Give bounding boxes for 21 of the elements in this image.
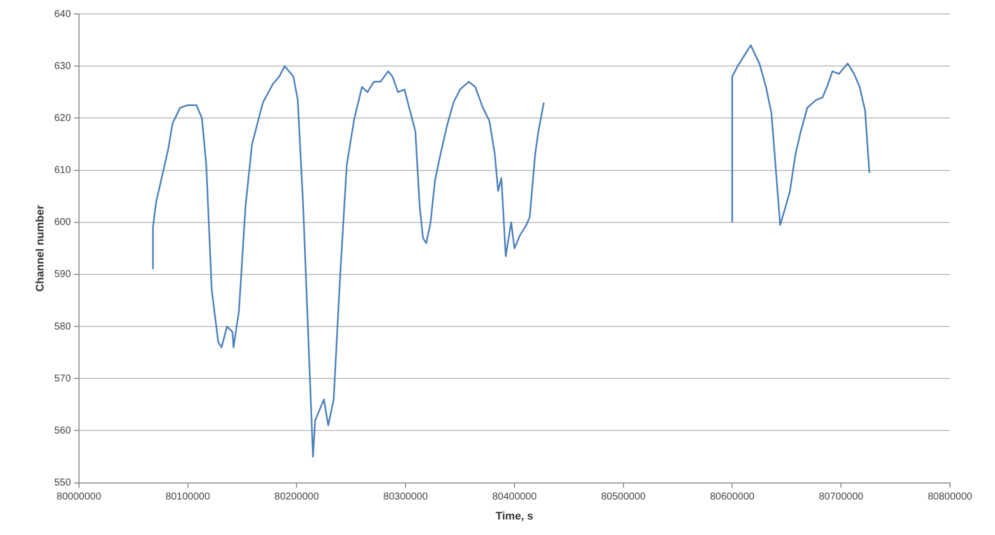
y-axis-title: Channel number	[34, 204, 47, 292]
y-tick-label: 610	[54, 165, 72, 176]
y-tick-label: 620	[54, 112, 72, 124]
x-tick-label: 80600000	[710, 492, 755, 503]
y-tick-label: 640	[54, 8, 72, 20]
x-tick-label: 80200000	[274, 492, 320, 503]
x-axis-title: Time, s	[496, 510, 534, 522]
y-tick-label: 570	[54, 373, 72, 384]
x-tick-label: 80000000	[56, 492, 102, 503]
y-tick-label: 560	[54, 425, 72, 436]
x-tick-label: 80500000	[601, 492, 646, 503]
x-tick-label: 80100000	[166, 492, 210, 503]
x-tick-label: 80700000	[818, 492, 864, 503]
x-tick-label: 80300000	[383, 492, 428, 503]
y-tick-label: 590	[54, 269, 72, 280]
y-tick-label: 580	[54, 321, 72, 332]
y-tick-label: 630	[54, 60, 72, 72]
x-tick-label: 80400000	[492, 492, 538, 503]
y-tick-label: 600	[54, 217, 72, 228]
y-tick-label: 550	[54, 478, 72, 489]
x-tick-label: 80800000	[928, 492, 973, 503]
